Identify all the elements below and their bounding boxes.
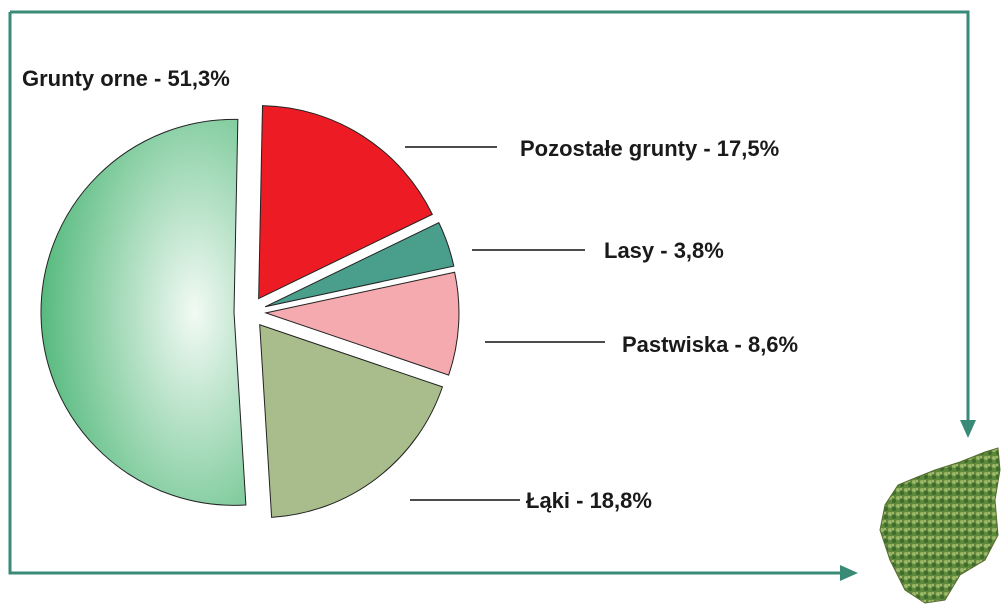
frame bbox=[8, 10, 970, 575]
arrow bbox=[840, 565, 858, 581]
pie-slice bbox=[259, 324, 444, 518]
slice-label: Pastwiska - 8,6% bbox=[622, 332, 798, 357]
arrow bbox=[960, 420, 976, 438]
pie-slice bbox=[264, 271, 460, 376]
slice-label: Pozostałe grunty - 17,5% bbox=[520, 136, 779, 161]
pie-slice bbox=[258, 105, 433, 300]
slice-label: Grunty orne - 51,3% bbox=[22, 66, 230, 91]
slice-label: Łąki - 18,8% bbox=[526, 488, 652, 513]
slice-label: Lasy - 3,8% bbox=[604, 238, 724, 263]
pie-slice bbox=[264, 221, 455, 308]
pie-slice bbox=[40, 118, 247, 506]
map-icon bbox=[879, 447, 1001, 604]
